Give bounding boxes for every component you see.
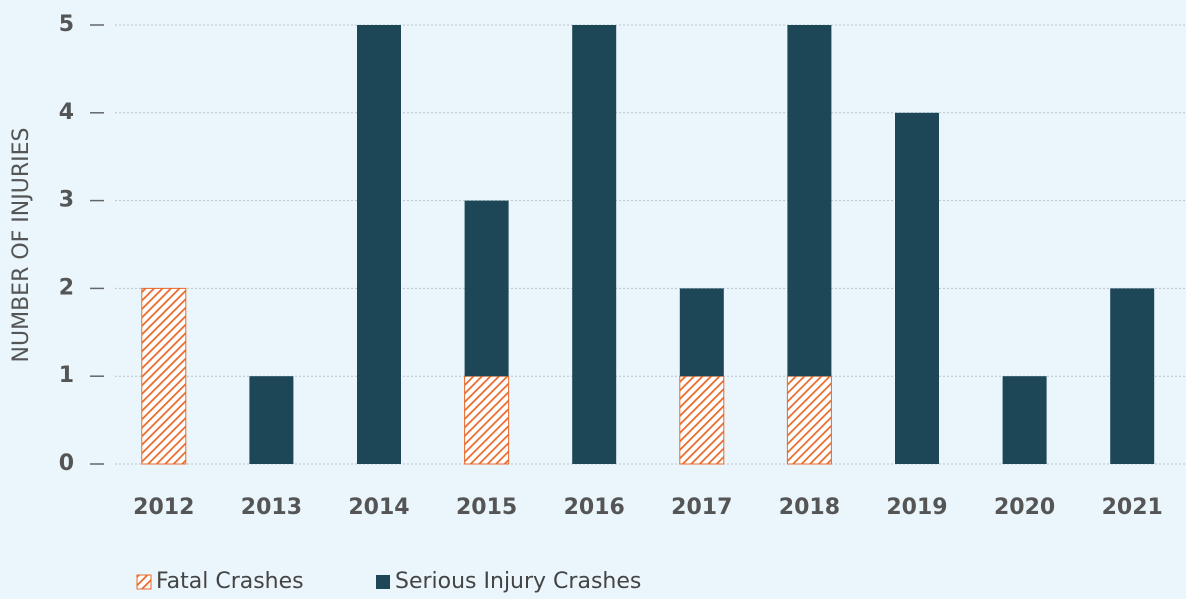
y-tick-label: 2 bbox=[59, 275, 74, 300]
x-tick-label: 2012 bbox=[133, 495, 194, 520]
y-tick-label: 3 bbox=[59, 188, 74, 213]
bar-segment bbox=[249, 376, 294, 464]
x-tick-label: 2018 bbox=[779, 495, 840, 520]
bar-segment bbox=[787, 25, 832, 377]
bar-segment bbox=[357, 25, 401, 464]
y-axis-title: NUMBER OF INJURIES bbox=[9, 128, 34, 363]
x-tick-label: 2021 bbox=[1102, 495, 1163, 520]
bar-segment bbox=[1002, 376, 1047, 464]
legend-swatch bbox=[376, 575, 390, 589]
bar-segment bbox=[679, 375, 725, 465]
y-tick-label: 5 bbox=[59, 12, 74, 37]
bar-segment bbox=[786, 375, 832, 465]
y-tick-label: 4 bbox=[59, 100, 74, 125]
legend-label: Serious Injury Crashes bbox=[395, 569, 641, 594]
bar-segment bbox=[1110, 288, 1155, 464]
y-tick-label: 0 bbox=[59, 451, 74, 476]
bar-segment bbox=[464, 200, 509, 377]
bar-segment bbox=[572, 25, 617, 464]
bar-segment bbox=[895, 112, 939, 465]
x-tick-label: 2017 bbox=[671, 495, 732, 520]
y-tick-label: 1 bbox=[59, 363, 74, 388]
x-tick-label: 2020 bbox=[994, 495, 1055, 520]
legend-swatch bbox=[136, 574, 152, 590]
x-tick-label: 2016 bbox=[564, 495, 625, 520]
x-tick-label: 2013 bbox=[241, 495, 302, 520]
bar-segment bbox=[464, 375, 510, 465]
legend-label: Fatal Crashes bbox=[156, 569, 304, 594]
bar-segment bbox=[141, 287, 187, 465]
x-tick-label: 2019 bbox=[886, 495, 947, 520]
x-tick-label: 2014 bbox=[348, 495, 409, 520]
x-tick-label: 2015 bbox=[456, 495, 517, 520]
bar-segment bbox=[679, 288, 724, 377]
